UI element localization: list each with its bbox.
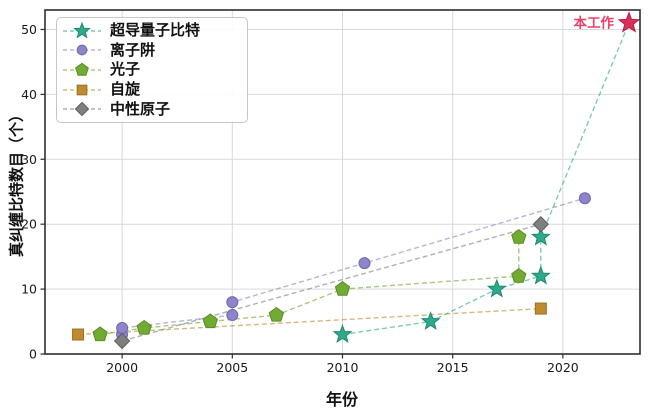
legend-item-2: 光子 [61, 60, 239, 79]
data-point-pentagon [202, 313, 218, 329]
x-tick-label: 2010 [327, 360, 359, 375]
x-tick-label: 2020 [547, 360, 579, 375]
series-diamond [113, 215, 550, 350]
data-point-pentagon [75, 62, 89, 76]
series-line [99, 237, 520, 336]
data-point-star [530, 265, 551, 285]
x-axis-label: 年份 [325, 390, 359, 409]
y-tick-label: 30 [21, 152, 37, 167]
legend-item-3: 自旋 [61, 80, 239, 99]
legend-item-4: 中性原子 [61, 100, 239, 119]
data-point-square [534, 302, 547, 315]
legend: 超导量子比特 离子阱 光子 自旋 中性原子 [56, 17, 248, 123]
legend-marker-pentagon [63, 62, 101, 76]
legend-marker-star [63, 21, 101, 39]
data-point-star [73, 21, 91, 39]
series-square [72, 302, 547, 341]
data-point-circle [76, 45, 88, 56]
data-point-circle [226, 296, 239, 309]
legend-marker-circle [63, 45, 101, 56]
data-point-circle [578, 192, 591, 205]
data-point-pentagon [511, 267, 527, 283]
legend-item-1: 离子阱 [61, 41, 239, 60]
y-tick-label: 40 [21, 87, 37, 102]
this-work-label: 本工作 [573, 14, 614, 31]
data-point-circle [116, 322, 129, 335]
data-point-square [72, 328, 85, 341]
data-point-star [486, 278, 507, 298]
data-point-diamond [74, 101, 90, 117]
x-tick-label: 2005 [216, 360, 248, 375]
legend-label: 中性原子 [110, 99, 171, 118]
y-tick-label: 0 [29, 347, 37, 362]
data-point-circle [358, 257, 371, 270]
series-line [78, 307, 541, 336]
data-point-circle [226, 309, 239, 322]
legend-label: 光子 [110, 60, 141, 79]
data-point-pentagon [92, 326, 108, 342]
data-point-star [332, 324, 353, 343]
y-tick-label: 20 [21, 217, 37, 232]
legend-label: 离子阱 [110, 40, 156, 59]
data-point-diamond [532, 215, 550, 233]
series-line [121, 197, 586, 335]
data-point-star [530, 226, 551, 246]
legend-marker-diamond [63, 101, 101, 117]
data-point-star [420, 311, 441, 330]
series-star [332, 226, 551, 343]
axis-ticks: 2000 2005 2010 2015 2020 0 10 20 30 40 50 [21, 22, 579, 375]
this-work-annotation: 本工作 [573, 11, 641, 33]
data-point-pentagon [511, 229, 527, 244]
data-point-star [617, 11, 641, 33]
legend-label: 自旋 [110, 80, 141, 99]
legend-label: 超导量子比特 [110, 21, 201, 40]
x-tick-label: 2015 [437, 360, 469, 375]
x-tick-label: 2000 [106, 360, 138, 375]
data-point-square [76, 84, 88, 95]
y-tick-label: 10 [21, 282, 37, 297]
series-line [121, 223, 541, 342]
data-point-pentagon [268, 306, 285, 322]
y-axis-label: 真纠缠比特数目（个） [7, 106, 26, 258]
legend-marker-square [63, 84, 101, 95]
series-line [342, 22, 630, 336]
data-point-pentagon [136, 319, 152, 335]
y-tick-label: 50 [21, 22, 37, 37]
series-pentagon [92, 229, 527, 342]
legend-item-0: 超导量子比特 [61, 21, 239, 40]
data-point-pentagon [334, 280, 351, 296]
data-point-diamond [113, 332, 131, 350]
